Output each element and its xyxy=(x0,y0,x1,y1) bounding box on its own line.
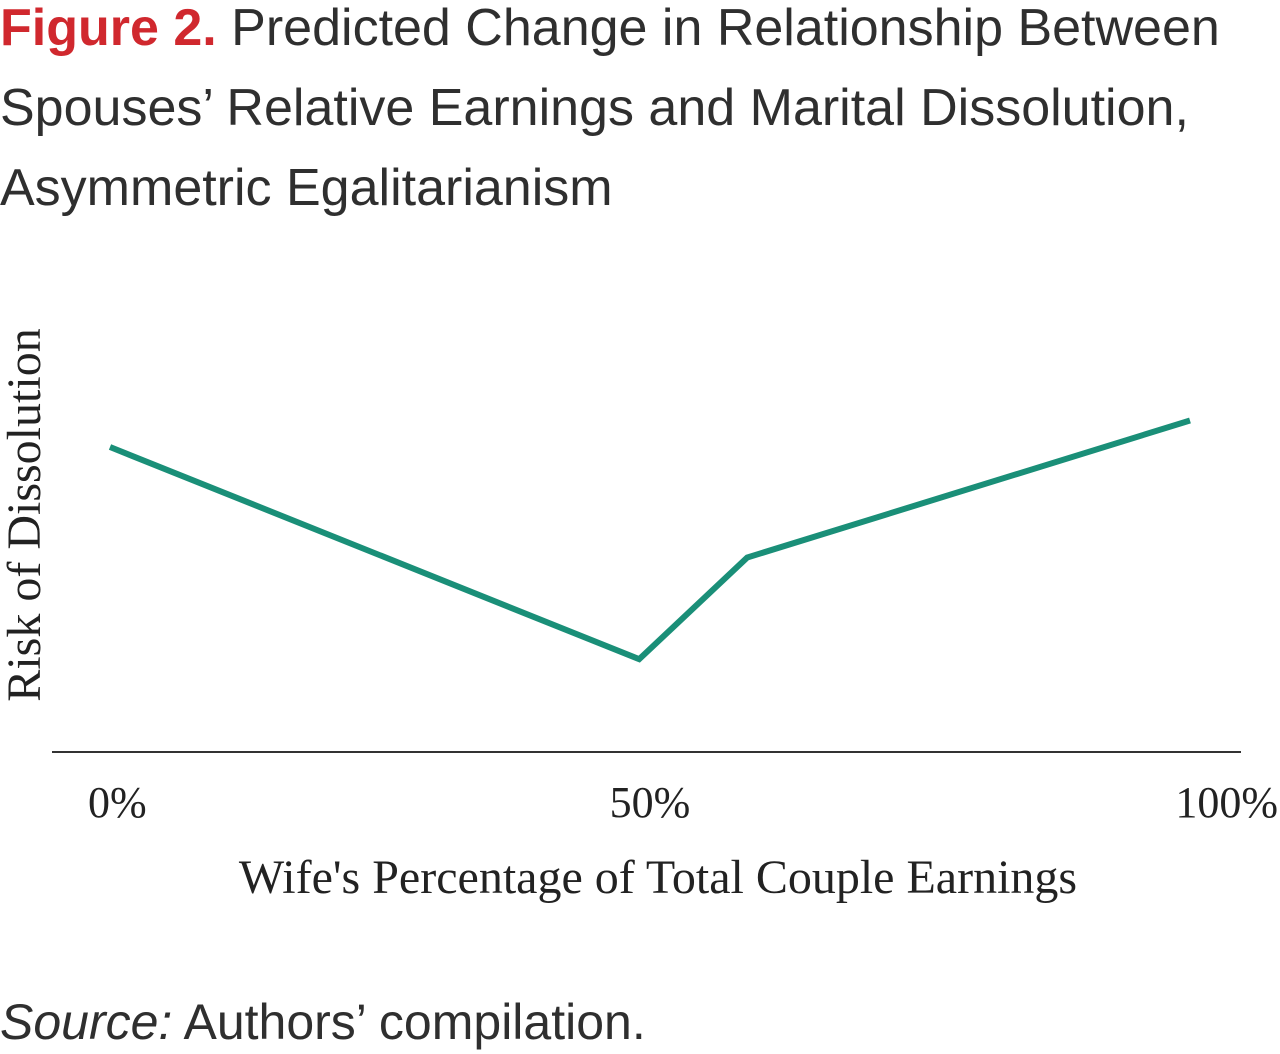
x-tick-label: 50% xyxy=(610,778,691,827)
source-note: Source: Authors’ compilation. xyxy=(0,990,646,1054)
source-label: Source: xyxy=(0,994,173,1050)
x-axis-label: Wife's Percentage of Total Couple Earnin… xyxy=(239,851,1077,904)
figure-label: Figure 2. xyxy=(0,0,217,57)
x-tick-label: 0% xyxy=(88,778,147,827)
source-text: Authors’ compilation. xyxy=(183,994,646,1050)
figure-title: Predicted Change in Relationship Between… xyxy=(0,0,1220,217)
series-line xyxy=(108,417,1191,663)
x-tick-labels: 0% 50% 100% xyxy=(88,778,1278,827)
chart-title: Figure 2. Predicted Change in Relationsh… xyxy=(0,0,1270,228)
y-axis-label: Risk of Dissolution xyxy=(0,328,51,701)
x-tick-label: 100% xyxy=(1175,778,1278,827)
